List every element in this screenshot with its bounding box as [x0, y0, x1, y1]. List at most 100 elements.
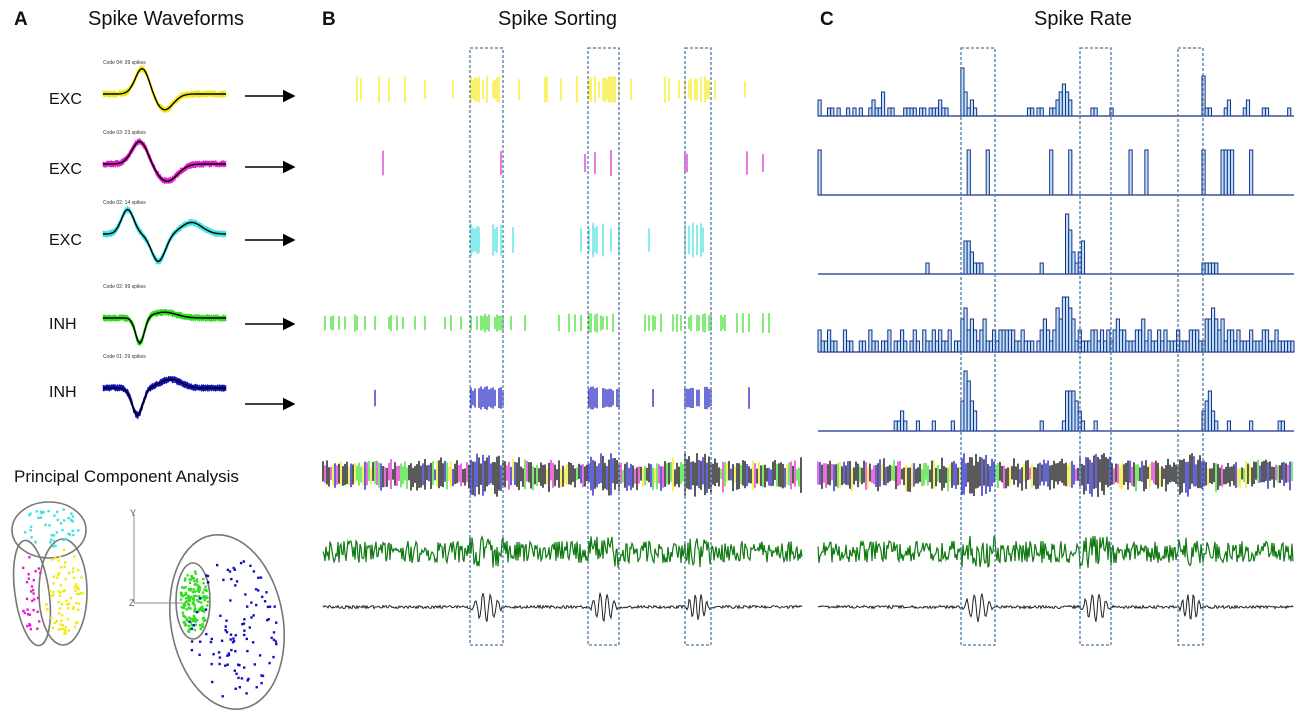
pca-point [205, 574, 208, 577]
rate-bar [830, 107, 835, 117]
pca-point [63, 589, 66, 592]
pca-point [234, 650, 237, 653]
rate-bar [966, 149, 971, 196]
pca-point [189, 595, 192, 599]
waveform-mean [103, 67, 226, 111]
pca-point [201, 617, 205, 620]
pca-point [40, 511, 43, 515]
pca-point [193, 607, 196, 610]
pca-point [227, 652, 230, 655]
pca-point [69, 596, 72, 600]
rate-bar [890, 107, 895, 117]
pca-point [232, 637, 235, 640]
pca-point [57, 590, 61, 593]
pca-point [224, 629, 227, 632]
pca-point [49, 594, 53, 598]
pca-point [63, 565, 66, 569]
pca-point [25, 581, 29, 584]
rate-bar [1230, 149, 1235, 196]
rate-bar [1071, 318, 1076, 353]
pca-point [252, 570, 256, 573]
pca-point [228, 570, 232, 573]
pca-point [203, 608, 206, 611]
pca-point [72, 533, 75, 537]
pca-point [197, 586, 200, 589]
pca-point [44, 523, 47, 527]
pca-point [187, 616, 191, 619]
pca-point [266, 605, 270, 609]
waveform-caption-3: Code 02: 14 spikes [103, 200, 146, 206]
rate-bar [1249, 149, 1254, 196]
rate-bar [947, 329, 952, 353]
pca-point [192, 624, 195, 627]
pca-point [71, 567, 75, 570]
pca-point [202, 619, 206, 623]
pca-point [79, 591, 82, 595]
pca-point [50, 538, 53, 541]
pca-point [44, 603, 48, 606]
rate-bar [1030, 107, 1035, 117]
pca-point [190, 648, 194, 652]
pca-point [193, 619, 196, 622]
rate-bar [1093, 107, 1098, 117]
rate-bar [922, 107, 927, 117]
pca-point [22, 609, 25, 613]
rate-bar [849, 340, 854, 353]
pca-point [71, 529, 74, 532]
pca-point [58, 594, 62, 598]
pca-point [49, 590, 52, 593]
rate-bar [1141, 318, 1146, 353]
pca-point [50, 616, 53, 619]
pca-point [193, 604, 196, 607]
rate-bar [925, 262, 930, 275]
rate-bar [950, 420, 955, 432]
waveform-trace [102, 207, 227, 264]
waveform-trace [102, 67, 226, 112]
pca-point [60, 603, 64, 606]
pca-point [42, 511, 45, 514]
pca-point [203, 618, 206, 621]
unit-label-4: INH [49, 316, 77, 333]
pca-point [59, 591, 62, 594]
pca-point [55, 619, 59, 623]
rate-bar [880, 91, 886, 117]
unit-label-1: EXC [49, 91, 82, 108]
pca-point [54, 544, 57, 547]
pca-point [224, 625, 227, 628]
pca-point [63, 629, 67, 632]
rate-bar [1226, 99, 1232, 117]
pca-point [46, 608, 49, 611]
pca-point [255, 686, 258, 689]
pca-point [191, 617, 195, 621]
waveform-caption-5: Code 01: 29 spikes [103, 354, 146, 360]
pca-point [231, 641, 235, 644]
pca-point [268, 661, 271, 665]
pca-point [182, 606, 185, 610]
pca-point [218, 656, 222, 659]
pca-point [49, 541, 52, 544]
pca-point [72, 576, 76, 579]
pca-point [70, 512, 73, 515]
pca-point [219, 614, 222, 617]
rate-bar [1039, 420, 1044, 432]
pca-point [220, 639, 224, 642]
pca-point [272, 631, 276, 634]
panel-b-title: Spike Sorting [498, 8, 617, 30]
pca-point [189, 621, 193, 624]
waveform-trace [102, 376, 227, 419]
pca-point [189, 617, 192, 620]
pca-point [243, 666, 246, 669]
rate-bar [852, 107, 857, 117]
pca-point [37, 516, 40, 519]
pca-point [195, 594, 198, 598]
pca-point [201, 625, 205, 628]
pca-point [187, 602, 190, 606]
pca-point [198, 586, 202, 589]
pca-point [195, 610, 199, 614]
panel-a-title: Spike Waveforms [88, 8, 244, 30]
pca-axis-y-label: Y [130, 508, 136, 518]
pca-point [233, 669, 236, 672]
pca-point [185, 600, 189, 603]
pca-point [190, 575, 193, 578]
pca-point [243, 618, 246, 621]
